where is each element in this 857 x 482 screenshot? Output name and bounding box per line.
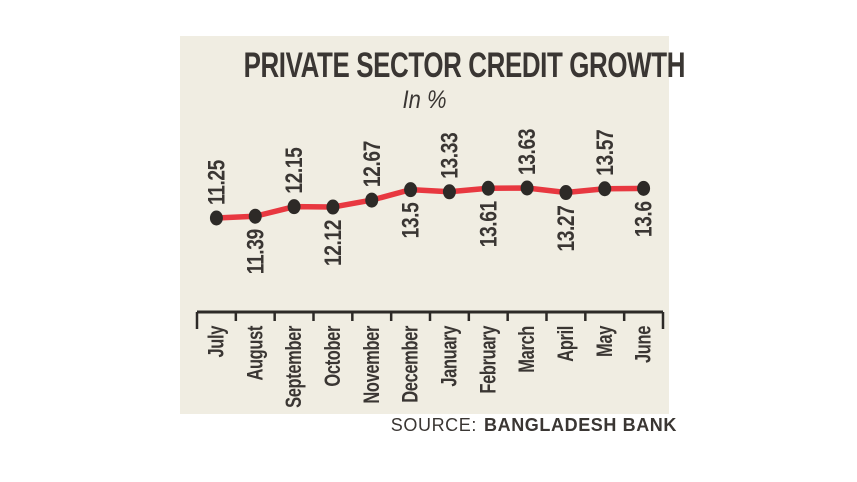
value-label: 11.39 xyxy=(241,229,269,274)
value-label: 13.6 xyxy=(629,201,657,237)
value-label: 12.67 xyxy=(358,141,386,187)
month-label: September xyxy=(282,325,307,408)
month-label: November xyxy=(360,325,385,403)
month-label: June xyxy=(631,325,656,363)
value-label: 13.33 xyxy=(435,132,463,178)
value-label: 12.15 xyxy=(280,147,308,193)
data-point-marker xyxy=(365,192,379,208)
data-point-marker xyxy=(404,182,418,198)
data-point-marker xyxy=(442,184,456,200)
month-label: July xyxy=(204,325,229,357)
data-point-marker xyxy=(248,208,262,224)
source-label: SOURCE: xyxy=(390,415,477,435)
data-point-marker xyxy=(598,181,612,197)
chart-panel: PRIVATE SECTOR CREDIT GROWTH In % 11.25 1… xyxy=(180,36,685,414)
value-label: 13.61 xyxy=(474,201,502,247)
month-label: December xyxy=(398,325,423,403)
data-point-marker xyxy=(287,199,301,215)
month-label: March xyxy=(515,326,540,373)
credit-growth-line-chart: 11.25 11.39 12.15 12.12 12.67 13.5 13.33 13.61 1… xyxy=(195,129,665,408)
month-label: January xyxy=(437,325,462,386)
month-label: February xyxy=(476,325,501,393)
data-point-marker xyxy=(326,199,340,215)
chart-subtitle: In % xyxy=(402,86,447,114)
value-label: 13.57 xyxy=(591,129,619,175)
value-label: 13.5 xyxy=(396,202,424,238)
data-point-marker xyxy=(637,180,651,196)
value-label: 11.25 xyxy=(202,160,230,205)
value-label: 12.12 xyxy=(319,220,347,266)
data-point-marker xyxy=(209,210,223,226)
data-point-marker xyxy=(481,180,495,196)
month-label: August xyxy=(243,325,268,380)
month-label: May xyxy=(593,325,618,356)
data-point-marker xyxy=(559,185,573,201)
source-value: BANGLADESH BANK xyxy=(484,415,677,435)
data-point-marker xyxy=(520,180,534,196)
month-label: October xyxy=(321,325,346,386)
value-label: 13.27 xyxy=(552,205,580,251)
value-label: 13.63 xyxy=(513,129,541,175)
month-label: April xyxy=(554,326,579,362)
source-caption: SOURCE: BANGLADESH BANK xyxy=(280,415,677,436)
